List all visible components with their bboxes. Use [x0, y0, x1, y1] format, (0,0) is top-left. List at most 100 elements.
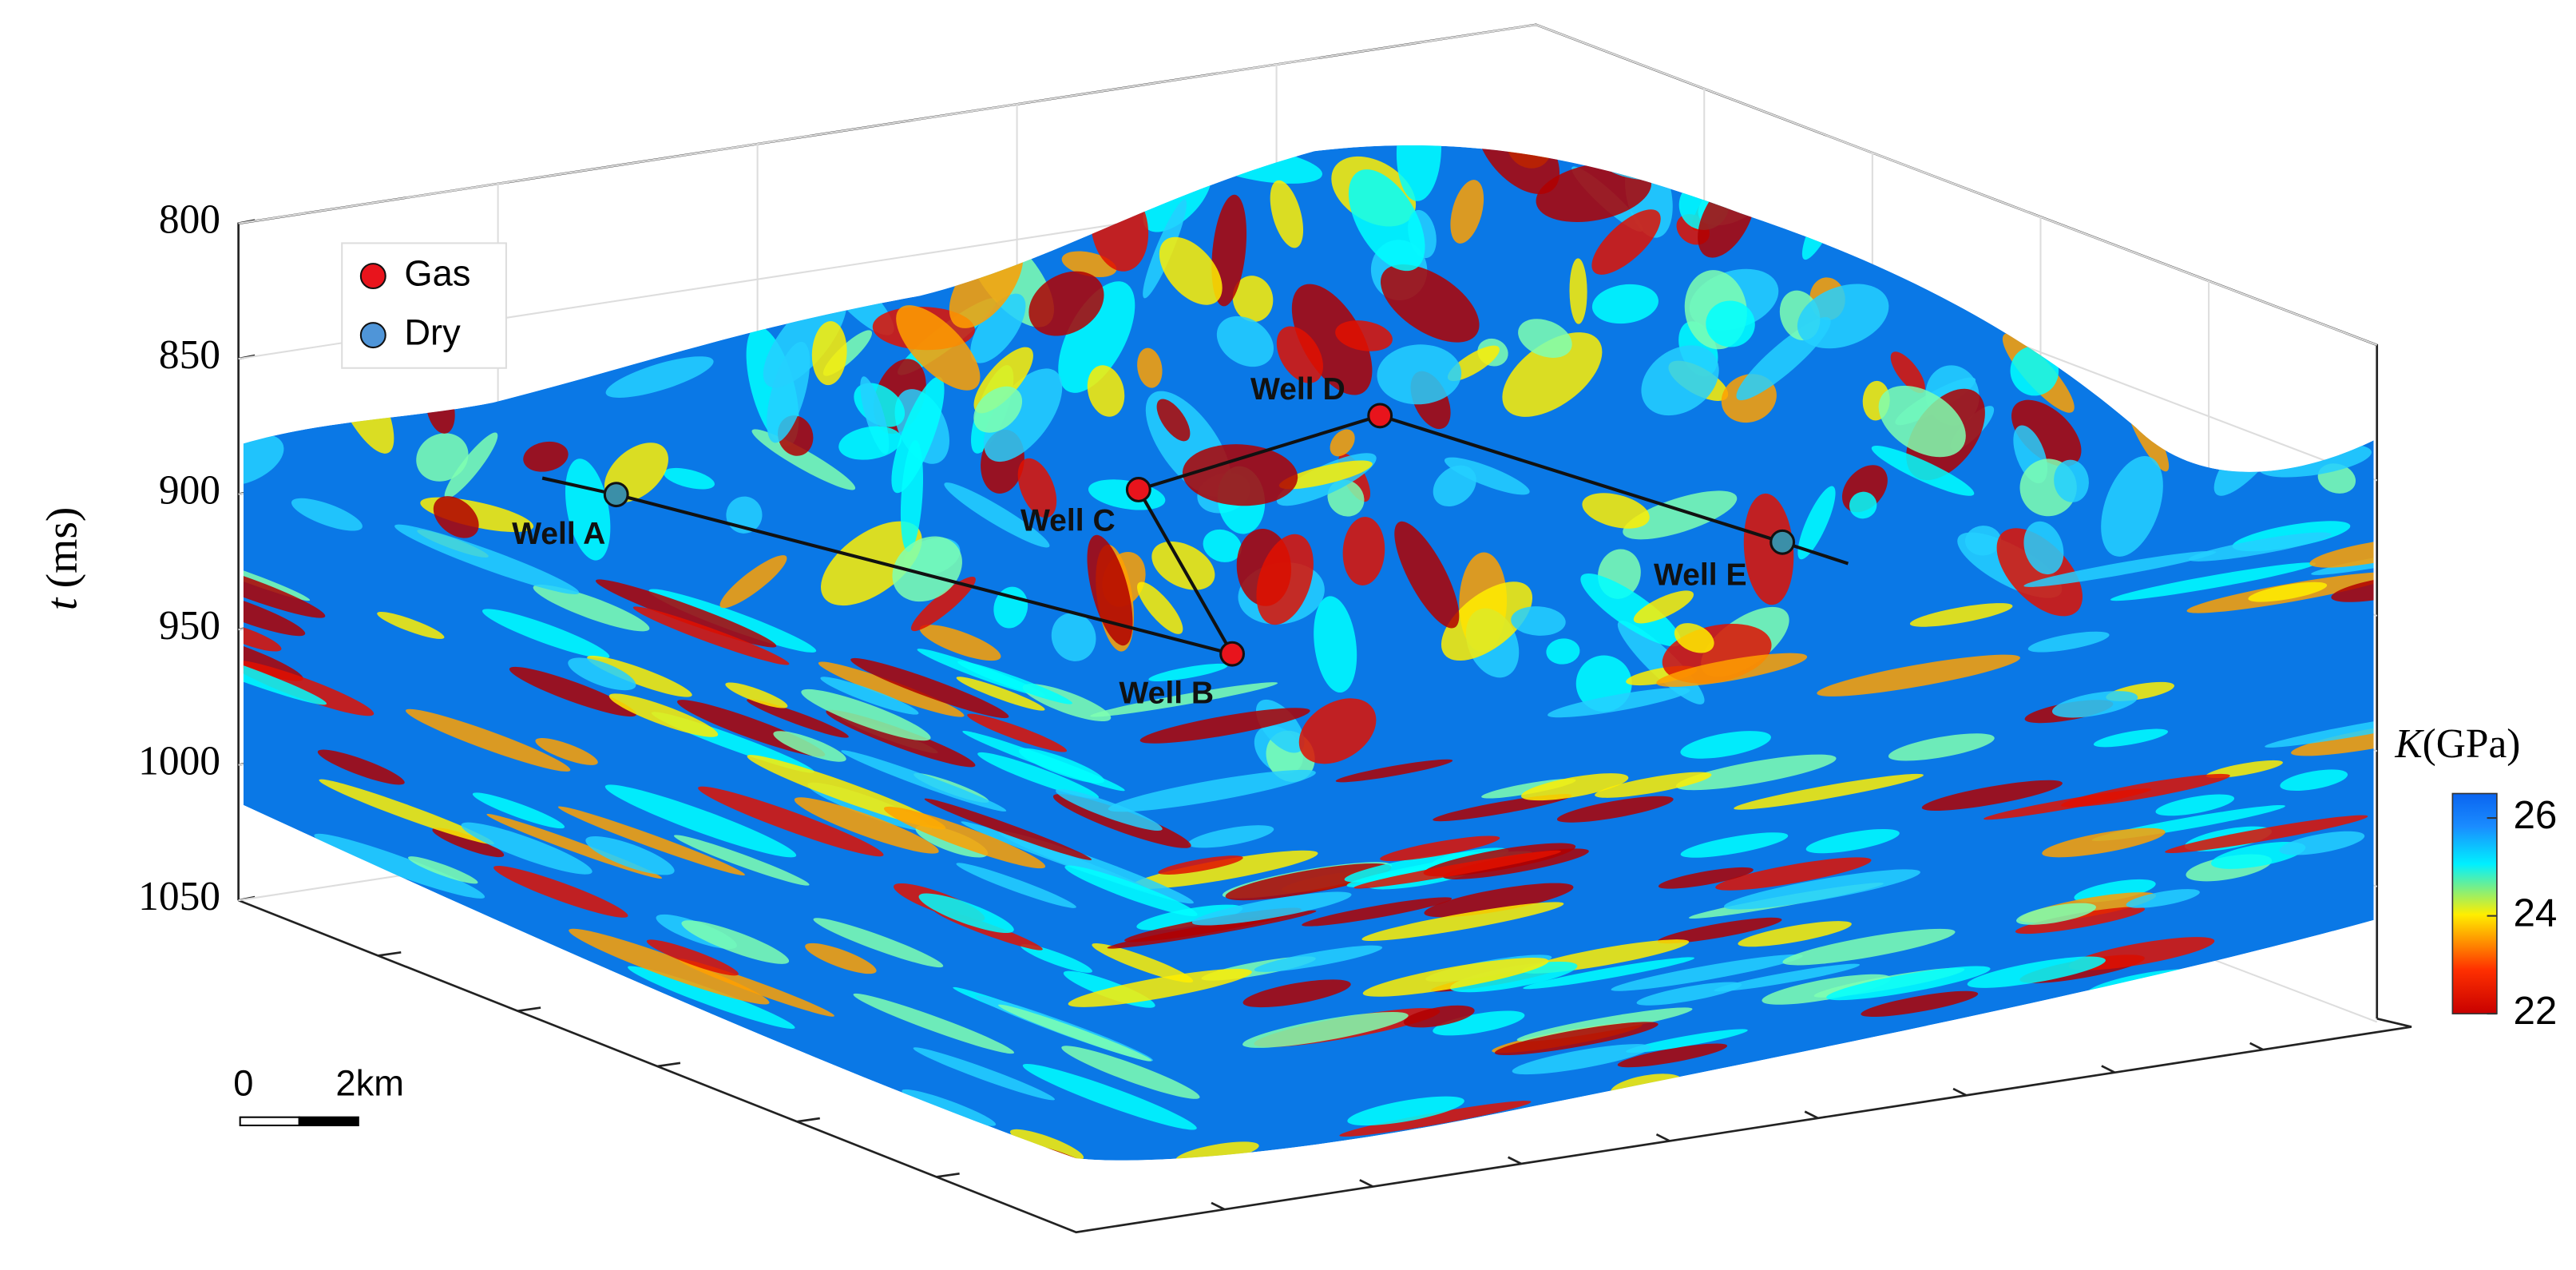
- texture-blob: [1658, 867, 1754, 889]
- texture-blob: [1536, 162, 1652, 223]
- texture-blob: [778, 145, 846, 173]
- texture-blob: [648, 589, 817, 653]
- texture-blob: [967, 713, 1068, 752]
- texture-blob: [1797, 486, 1836, 560]
- texture-blob: [2116, 262, 2190, 369]
- texture-blob: [858, 216, 906, 276]
- texture-blob: [956, 677, 1045, 711]
- texture-blob: [1148, 663, 1228, 681]
- y-axis-var: t: [38, 597, 86, 610]
- texture-blob: [445, 145, 501, 188]
- texture-blob: [2068, 937, 2215, 970]
- texture-blob: [1715, 857, 1872, 891]
- texture-blob: [1597, 145, 1710, 181]
- texture-blob: [2229, 952, 2374, 985]
- texture-blob: [1443, 848, 1589, 879]
- texture-blob: [2331, 575, 2374, 602]
- texture-blob: [523, 441, 569, 472]
- texture-blob: [973, 386, 1023, 433]
- texture-blob: [1826, 966, 1991, 1001]
- wells: Well A Well B Well C Well D Well E: [512, 372, 1849, 710]
- texture-blob: [1339, 1101, 1532, 1137]
- texture-blob: [733, 1119, 847, 1161]
- texture-blob: [801, 689, 931, 741]
- floor-tick: [1508, 1156, 1522, 1165]
- floor-tick: [1359, 1179, 1373, 1188]
- texture-blob: [1595, 772, 1712, 798]
- texture-blob: [915, 165, 1022, 229]
- texture-blob: [2027, 631, 2110, 653]
- texture-blob: [1871, 446, 1975, 496]
- well-marker: [603, 482, 629, 508]
- texture-blob: [1137, 347, 1163, 388]
- texture-blob: [891, 376, 945, 494]
- texture-blob: [952, 145, 1028, 198]
- texture-blob: [1909, 603, 2013, 627]
- texture-blob: [2093, 728, 2169, 748]
- texture-blob: [2332, 1159, 2374, 1161]
- texture-blob: [444, 432, 498, 499]
- texture-blob: [482, 609, 610, 659]
- texture-blob: [924, 798, 1092, 860]
- texture-blob: [1723, 869, 1920, 910]
- texture-blob: [1546, 638, 1580, 665]
- texture-blob: [684, 212, 735, 279]
- texture-blob: [1938, 1125, 2138, 1161]
- texture-blob: [918, 893, 1014, 934]
- well-label: Well B: [1119, 676, 1214, 710]
- texture-blob: [245, 196, 284, 232]
- texture-blob: [1203, 529, 1242, 562]
- texture-blob: [1020, 944, 1092, 973]
- texture-blob: [1591, 284, 1659, 324]
- texture-blob: [811, 321, 847, 386]
- colorbar-tick-label: 22: [2513, 989, 2557, 1033]
- floor-tick: [1655, 1133, 1670, 1142]
- texture-blob: [688, 148, 743, 198]
- texture-blob: [605, 356, 714, 398]
- texture-blob: [557, 806, 745, 875]
- texture-blob: [1967, 956, 2106, 988]
- texture-blob: [2293, 220, 2332, 259]
- texture-blob: [2279, 831, 2365, 855]
- floor-tick: [2101, 1065, 2115, 1074]
- texture-blob: [2355, 203, 2374, 246]
- texture-blob: [2212, 1030, 2295, 1054]
- texture-blob: [1028, 271, 1104, 336]
- texture-blob: [432, 827, 505, 858]
- texture-blob: [2204, 171, 2262, 200]
- texture-blob: [1520, 773, 1629, 801]
- texture-blob: [2010, 1029, 2144, 1059]
- texture-blob: [1654, 1100, 1817, 1133]
- texture-blob: [1335, 759, 1453, 783]
- texture-blob: [2023, 521, 2064, 575]
- texture-blob: [794, 797, 939, 854]
- texture-blob: [1511, 606, 1566, 636]
- texture-blob: [767, 341, 810, 443]
- texture-blob: [509, 666, 637, 717]
- texture-blob: [2023, 550, 2217, 587]
- texture-blob: [515, 1036, 587, 1066]
- texture-blob: [1242, 1011, 1409, 1048]
- texture-blob: [1156, 399, 1191, 442]
- texture-blob: [1939, 1152, 2031, 1161]
- texture-blob: [1502, 332, 1603, 417]
- texture-blob: [2132, 300, 2190, 320]
- texture-blob: [2293, 273, 2374, 351]
- texture-blob: [2309, 537, 2374, 568]
- texture-blob: [416, 433, 469, 482]
- floor-tick: [517, 1006, 541, 1013]
- texture-blob: [1569, 258, 1587, 324]
- texture-blob: [1580, 573, 1682, 647]
- texture-blob: [919, 625, 1001, 661]
- texture-blob: [910, 577, 976, 632]
- texture-blob: [1995, 1087, 2073, 1111]
- texture-blob: [408, 856, 478, 884]
- texture-blob: [1591, 209, 1661, 275]
- texture-blob: [568, 657, 636, 691]
- texture-blob: [632, 606, 790, 665]
- floor-tick: [656, 1062, 681, 1068]
- texture-blob: [243, 145, 317, 182]
- texture-blob: [2188, 532, 2332, 562]
- texture-blob: [254, 183, 305, 240]
- texture-blob: [1836, 1108, 1978, 1136]
